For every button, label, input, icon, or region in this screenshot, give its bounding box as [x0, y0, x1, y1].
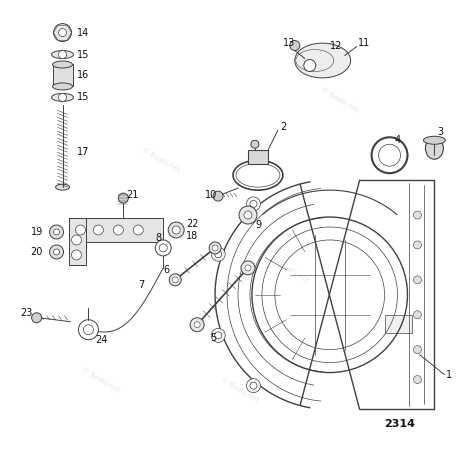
Circle shape: [72, 250, 82, 260]
Circle shape: [169, 274, 181, 286]
Circle shape: [215, 251, 222, 258]
Circle shape: [93, 225, 103, 235]
Circle shape: [50, 245, 64, 259]
Circle shape: [211, 329, 225, 342]
Polygon shape: [69, 218, 163, 242]
Circle shape: [241, 261, 255, 275]
Circle shape: [50, 225, 64, 239]
Text: 6: 6: [163, 265, 169, 275]
Text: 5: 5: [210, 333, 216, 343]
Circle shape: [209, 242, 221, 254]
Circle shape: [172, 226, 180, 234]
Circle shape: [246, 197, 260, 211]
Ellipse shape: [55, 184, 70, 190]
Ellipse shape: [53, 61, 73, 68]
Circle shape: [72, 235, 82, 245]
Text: 8: 8: [155, 233, 161, 243]
Circle shape: [250, 201, 257, 207]
Text: 1: 1: [447, 370, 453, 380]
Text: 13: 13: [283, 37, 295, 48]
Polygon shape: [295, 43, 351, 78]
Text: 4: 4: [394, 135, 401, 145]
Circle shape: [413, 311, 421, 319]
Ellipse shape: [52, 51, 73, 58]
Circle shape: [290, 41, 300, 51]
Text: 20: 20: [31, 247, 43, 257]
Circle shape: [54, 249, 60, 255]
Circle shape: [168, 222, 184, 238]
Circle shape: [155, 240, 171, 256]
Text: 14: 14: [76, 27, 89, 37]
Circle shape: [118, 193, 128, 203]
Circle shape: [413, 345, 421, 354]
Text: © Boats.net: © Boats.net: [319, 87, 360, 114]
Text: © Boats.net: © Boats.net: [81, 366, 120, 393]
Circle shape: [246, 379, 260, 393]
Ellipse shape: [52, 93, 73, 101]
Circle shape: [54, 229, 60, 235]
Text: 15: 15: [76, 49, 89, 59]
Circle shape: [413, 241, 421, 249]
Circle shape: [250, 382, 257, 389]
Circle shape: [32, 313, 42, 323]
Text: 17: 17: [76, 147, 89, 157]
Text: © Boats.net: © Boats.net: [220, 376, 260, 403]
Text: 24: 24: [95, 335, 108, 345]
Text: 15: 15: [76, 92, 89, 102]
Circle shape: [244, 211, 252, 219]
Text: 21: 21: [127, 190, 139, 200]
Text: 22: 22: [186, 219, 199, 229]
Text: 2: 2: [280, 122, 286, 133]
Ellipse shape: [53, 83, 73, 90]
Circle shape: [213, 191, 223, 201]
Ellipse shape: [423, 136, 446, 144]
Text: 2314: 2314: [384, 420, 416, 430]
Text: 11: 11: [357, 37, 370, 48]
Text: 18: 18: [186, 231, 199, 241]
Circle shape: [190, 318, 204, 332]
FancyBboxPatch shape: [248, 150, 268, 164]
Circle shape: [159, 244, 167, 252]
Circle shape: [215, 332, 222, 339]
Circle shape: [413, 276, 421, 284]
Circle shape: [212, 245, 218, 251]
Text: 3: 3: [438, 128, 444, 137]
Circle shape: [304, 59, 316, 71]
FancyBboxPatch shape: [53, 64, 73, 86]
Circle shape: [251, 140, 259, 148]
Text: © Boats.net: © Boats.net: [270, 256, 310, 283]
Text: 16: 16: [76, 70, 89, 80]
Text: © Boats.net: © Boats.net: [140, 147, 180, 174]
Circle shape: [59, 93, 66, 101]
Circle shape: [79, 320, 99, 340]
Circle shape: [413, 376, 421, 383]
Circle shape: [172, 277, 178, 283]
Circle shape: [54, 24, 72, 42]
Circle shape: [413, 211, 421, 219]
Ellipse shape: [426, 137, 443, 159]
Circle shape: [75, 225, 85, 235]
Circle shape: [133, 225, 143, 235]
Text: 19: 19: [31, 227, 43, 237]
Circle shape: [113, 225, 123, 235]
Circle shape: [239, 206, 257, 224]
Polygon shape: [69, 218, 86, 265]
Text: 7: 7: [138, 280, 145, 290]
Circle shape: [245, 265, 251, 271]
Circle shape: [194, 322, 200, 328]
Text: 23: 23: [21, 308, 33, 318]
FancyBboxPatch shape: [384, 315, 412, 333]
Circle shape: [83, 325, 93, 335]
Text: 12: 12: [330, 41, 342, 51]
Text: 10: 10: [205, 190, 218, 200]
Circle shape: [59, 29, 66, 37]
Circle shape: [211, 247, 225, 261]
Circle shape: [59, 51, 66, 58]
Text: 9: 9: [255, 220, 261, 230]
